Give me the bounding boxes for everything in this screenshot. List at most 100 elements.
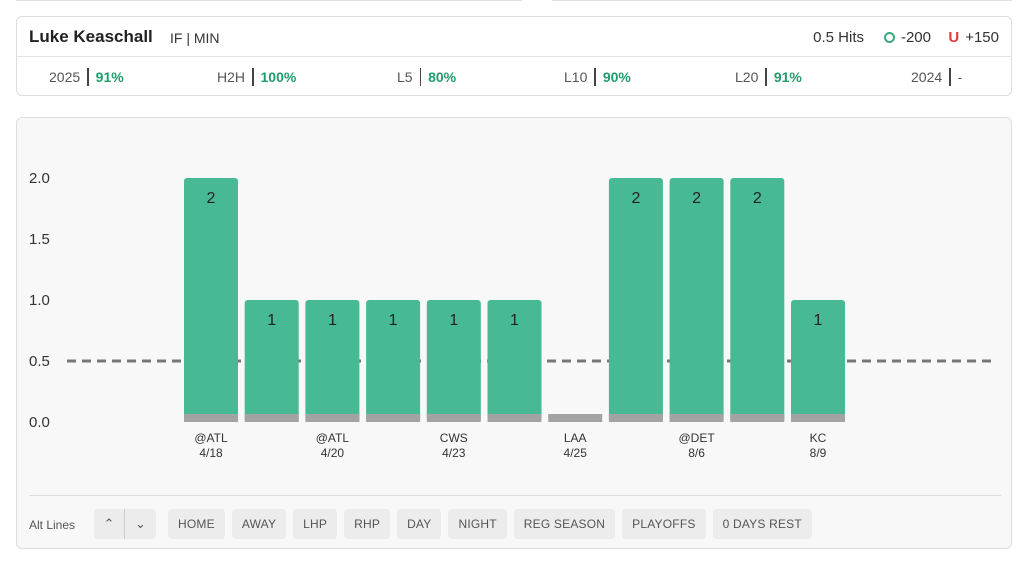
stat-divider — [252, 68, 254, 86]
y-tick-label: 0.0 — [29, 414, 50, 431]
y-tick-label: 1.0 — [29, 292, 50, 309]
bar-base — [366, 414, 421, 422]
chart-controls: Alt Lines ⌃ ⌄ HOME AWAY LHP RHP DAY NIGH… — [29, 495, 1001, 547]
bar[interactable] — [608, 178, 663, 422]
x-tick-opponent: CWS — [440, 431, 468, 445]
stat-value: 100% — [260, 69, 297, 85]
stat-divider — [87, 68, 89, 86]
chevron-down-icon[interactable]: ⌄ — [135, 516, 146, 531]
x-tick-opponent: @ATL — [194, 431, 228, 445]
filter-playoffs-button[interactable]: PLAYOFFS — [622, 509, 706, 539]
stat-divider — [594, 68, 596, 86]
filter-rest-days-button[interactable]: 0 DAYS REST — [712, 509, 812, 539]
bar-base — [608, 414, 663, 422]
under-u-icon: U — [948, 29, 960, 46]
chevron-up-icon[interactable]: ⌃ — [94, 509, 125, 539]
bar-value-label: 1 — [814, 312, 823, 329]
bar[interactable] — [669, 178, 724, 422]
player-name[interactable]: Luke Keaschall — [29, 27, 153, 46]
stat-divider — [765, 68, 767, 86]
bar[interactable] — [305, 300, 360, 422]
bar-value-label: 2 — [631, 190, 640, 207]
prop-line: 0.5 Hits — [813, 29, 864, 46]
y-tick-label: 2.0 — [29, 170, 50, 187]
y-tick-label: 0.5 — [29, 353, 50, 370]
bar-value-label: 1 — [328, 312, 337, 329]
stat-label: L10 — [564, 69, 588, 85]
bar-base — [426, 414, 481, 422]
stat-2024[interactable]: 2024 - — [911, 68, 962, 86]
bar[interactable] — [244, 300, 299, 422]
stat-h2h[interactable]: H2H 100% — [217, 68, 296, 86]
filter-away-button[interactable]: AWAY — [231, 509, 287, 539]
top-divider — [0, 0, 1024, 4]
bar[interactable] — [426, 300, 481, 422]
bar-value-label: 2 — [692, 190, 701, 207]
filter-lhp-button[interactable]: LHP — [293, 509, 338, 539]
bar[interactable] — [791, 300, 845, 422]
x-tick-date: 4/23 — [442, 446, 466, 460]
bar[interactable] — [184, 178, 238, 422]
filter-rhp-button[interactable]: RHP — [344, 509, 391, 539]
stat-divider — [949, 68, 951, 86]
bar-value-label: 1 — [510, 312, 519, 329]
bar-value-label: 1 — [449, 312, 458, 329]
bar-value-label: 2 — [207, 190, 216, 207]
bar-value-label: 1 — [267, 312, 276, 329]
player-position-team: IF | MIN — [170, 30, 220, 46]
bar[interactable] — [487, 300, 542, 422]
bar-base — [791, 414, 845, 422]
filter-day-button[interactable]: DAY — [397, 509, 442, 539]
x-tick-opponent: KC — [810, 431, 827, 445]
x-tick-date: 8/6 — [688, 446, 705, 460]
bar-base — [244, 414, 299, 422]
stat-label: 2025 — [49, 69, 81, 85]
stat-value: 80% — [428, 69, 457, 85]
filter-night-button[interactable]: NIGHT — [448, 509, 507, 539]
stat-l5[interactable]: L5 80% — [397, 68, 456, 86]
filter-buttons: HOME AWAY LHP RHP DAY NIGHT REG SEASON P… — [168, 509, 812, 539]
x-tick-date: 4/18 — [199, 446, 223, 460]
x-tick-opponent: @ATL — [316, 431, 350, 445]
stat-2025[interactable]: 2025 91% — [49, 68, 124, 86]
bar-base — [487, 414, 542, 422]
game-log-chart-card: 0.0 0.5 1.0 1.5 2.0 2 @ATL 4/18 1 1 @ATL 4/20 1 1 CWS 4… — [16, 117, 1012, 549]
bar[interactable] — [366, 300, 421, 422]
under-odds[interactable]: U +150 — [948, 29, 999, 46]
stat-l10[interactable]: L10 90% — [564, 68, 631, 86]
bar[interactable] — [730, 178, 785, 422]
over-circle-icon — [883, 32, 895, 43]
stat-value: 91% — [95, 69, 124, 85]
x-tick-opponent: @DET — [679, 431, 716, 445]
bar-base — [730, 414, 785, 422]
bar-base — [305, 414, 360, 422]
bar-base — [669, 414, 724, 422]
hit-rate-stats: 2025 91% H2H 100% L5 80% L10 90% L20 91%… — [17, 58, 1011, 96]
over-odds[interactable]: -200 — [883, 29, 931, 46]
filter-reg-season-button[interactable]: REG SEASON — [513, 509, 616, 539]
stat-label: H2H — [217, 69, 246, 85]
x-tick-date: 4/20 — [321, 446, 345, 460]
stat-label: L5 — [397, 69, 413, 85]
y-tick-label: 1.5 — [29, 231, 50, 248]
bar-value-label: 2 — [753, 190, 762, 207]
stat-divider — [419, 68, 422, 86]
alt-line-stepper: ⌃ ⌄ — [94, 509, 156, 539]
player-header: Luke Keaschall IF | MIN 0.5 Hits -200 U … — [17, 17, 1011, 57]
stat-label: 2024 — [911, 69, 943, 85]
bar-value-label: 1 — [389, 312, 398, 329]
stat-value: 90% — [602, 69, 631, 85]
under-odds-value: +150 — [965, 29, 999, 46]
x-tick-date: 8/9 — [810, 446, 827, 460]
over-odds-value: -200 — [900, 29, 931, 46]
filter-home-button[interactable]: HOME — [168, 509, 225, 539]
alt-lines-label: Alt Lines — [29, 518, 76, 532]
bar-base — [548, 414, 603, 422]
player-card: Luke Keaschall IF | MIN 0.5 Hits -200 U … — [16, 16, 1012, 96]
stat-value: - — [957, 69, 963, 85]
stat-l20[interactable]: L20 91% — [735, 68, 802, 86]
stat-label: L20 — [735, 69, 759, 85]
stat-value: 91% — [773, 69, 802, 85]
bar-base — [184, 414, 238, 422]
